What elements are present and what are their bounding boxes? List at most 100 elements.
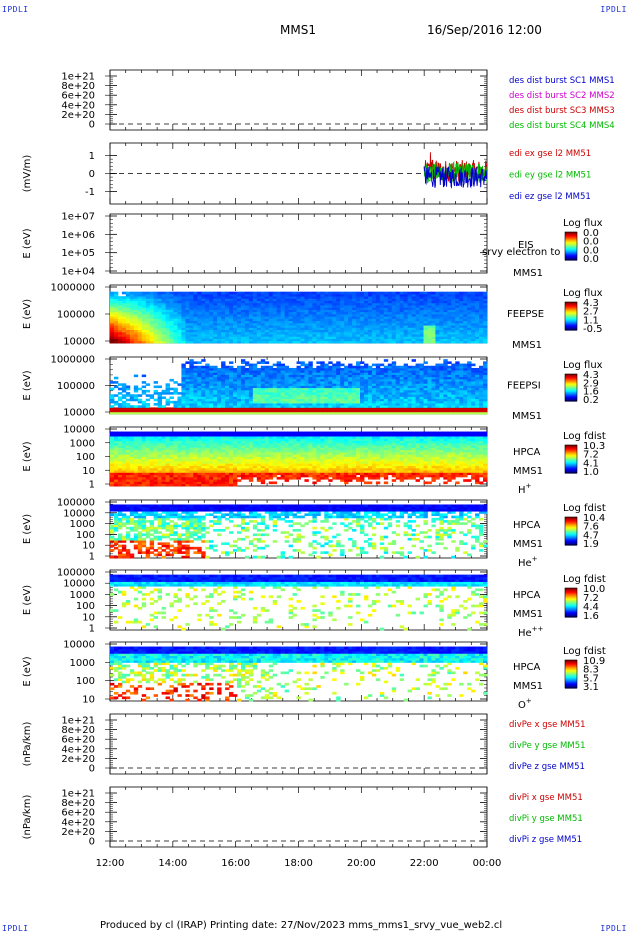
spectrogram-cell [133, 331, 139, 335]
spectrogram-cell [268, 318, 274, 322]
spectrogram-cell [383, 389, 389, 393]
spectrogram-cell [244, 370, 250, 373]
spectrogram-cell [217, 381, 222, 384]
spectrogram-cell [181, 291, 186, 295]
spectrogram-cell [193, 378, 198, 382]
panel-frame [109, 69, 488, 131]
spectrogram-cell [280, 381, 286, 384]
spectrogram-cell [292, 318, 297, 322]
spectrogram-cell [467, 389, 472, 393]
spectrogram-cell [471, 411, 476, 415]
spectrogram-cell [407, 331, 412, 335]
spectrogram-cell [213, 403, 218, 406]
spectrogram-cell [411, 398, 416, 402]
spectrogram-cell [280, 305, 286, 308]
spectrogram-cell [463, 372, 468, 375]
spectrogram-cell [324, 383, 329, 386]
spectrogram-cell [221, 396, 226, 400]
spectrogram-cell [391, 340, 397, 344]
spectrogram-cell [233, 398, 238, 402]
spectrogram-cell [383, 381, 389, 384]
spectrogram-cell [268, 396, 274, 400]
spectrogram-cell [149, 318, 155, 322]
spectrogram-cell [225, 378, 230, 382]
spectrogram-cell [383, 400, 389, 404]
spectrogram-cell [419, 340, 424, 344]
spectrogram-cell [141, 293, 147, 297]
spectrogram-cell [459, 325, 464, 328]
spectrogram-cell [125, 409, 131, 413]
spectrogram-cell [264, 403, 270, 406]
spectrogram-cell [340, 334, 345, 337]
spectrogram-cell [352, 400, 357, 404]
spectrogram-cell [117, 465, 123, 469]
spectrogram-cell [213, 367, 218, 371]
spectrogram-cell [344, 376, 349, 380]
spectrogram-cell [129, 463, 135, 466]
spectrogram-cell [467, 363, 472, 367]
spectrogram-cell [367, 394, 373, 397]
spectrogram-cell [352, 314, 357, 317]
spectrogram-cell [153, 334, 159, 337]
spectrogram-cell [411, 338, 416, 342]
spectrogram-cell [415, 300, 420, 304]
spectrogram-cell [320, 365, 325, 369]
colorbar-swatch [565, 307, 577, 310]
spectrogram-cell [427, 398, 432, 402]
spectrogram-cell [467, 331, 472, 335]
spectrogram-cell [129, 470, 135, 473]
colorbar-tick-label: 1.1 [583, 315, 599, 326]
spectrogram-cell [324, 365, 329, 369]
spectrogram-cell [443, 311, 448, 315]
spectrogram-cell [423, 365, 428, 369]
spectrogram-cell [320, 389, 325, 393]
spectrogram-cell [395, 370, 401, 373]
spectrogram-cell [360, 307, 365, 310]
spectrogram-cell [300, 325, 305, 328]
spectrogram-cell [268, 293, 274, 297]
spectrogram-cell [110, 445, 115, 448]
panel-frame [109, 213, 488, 274]
spectrogram-cell [332, 318, 337, 322]
spectrogram-cell [395, 296, 401, 299]
spectrogram-cell [113, 296, 119, 299]
spectrogram-cell [415, 338, 420, 342]
spectrogram-cell [276, 338, 282, 342]
spectrogram-cell [141, 407, 147, 411]
colorbar-swatch [565, 374, 577, 376]
spectrogram-cell [467, 298, 472, 302]
spectrogram-cell [201, 378, 206, 382]
spectrogram-cell [467, 318, 472, 322]
spectrogram-cell [276, 320, 282, 324]
spectrogram-cell [133, 314, 139, 317]
spectrogram-cell [129, 394, 135, 397]
spectrogram-cell [217, 400, 222, 404]
spectrogram-cell [483, 331, 488, 335]
spectrogram-cell [236, 322, 242, 326]
spectrogram-cell [121, 440, 127, 444]
spectrogram-cell [217, 318, 222, 322]
y-tick-label: 1e+05 [61, 248, 95, 259]
spectrogram-cell [336, 389, 341, 393]
colorbar-tick-label: 2.7 [583, 307, 599, 318]
spectrogram-cell [332, 331, 337, 335]
spectrogram-cell [157, 300, 162, 304]
spectrogram-cell [304, 296, 309, 299]
spectrogram-cell [121, 296, 127, 299]
spectrogram-cell [451, 329, 456, 333]
spectrogram-cell [356, 372, 361, 375]
spectrogram-cell [113, 403, 119, 406]
spectrogram-cell [427, 322, 432, 326]
spectrogram-cell [316, 374, 321, 378]
spectrogram-cell [312, 298, 317, 302]
spectrogram-cell [288, 370, 293, 373]
spectrogram-cell [363, 392, 369, 395]
spectrogram-cell [268, 409, 274, 413]
spectrogram-cell [407, 340, 412, 344]
spectrogram-cell [483, 370, 488, 373]
spectrogram-cell [360, 398, 365, 402]
spectrogram-cell [236, 372, 242, 375]
corner-mark-bottom-right: IPDLI [600, 924, 627, 933]
spectrogram-cell [340, 309, 345, 313]
spectrogram-cell [260, 298, 266, 302]
